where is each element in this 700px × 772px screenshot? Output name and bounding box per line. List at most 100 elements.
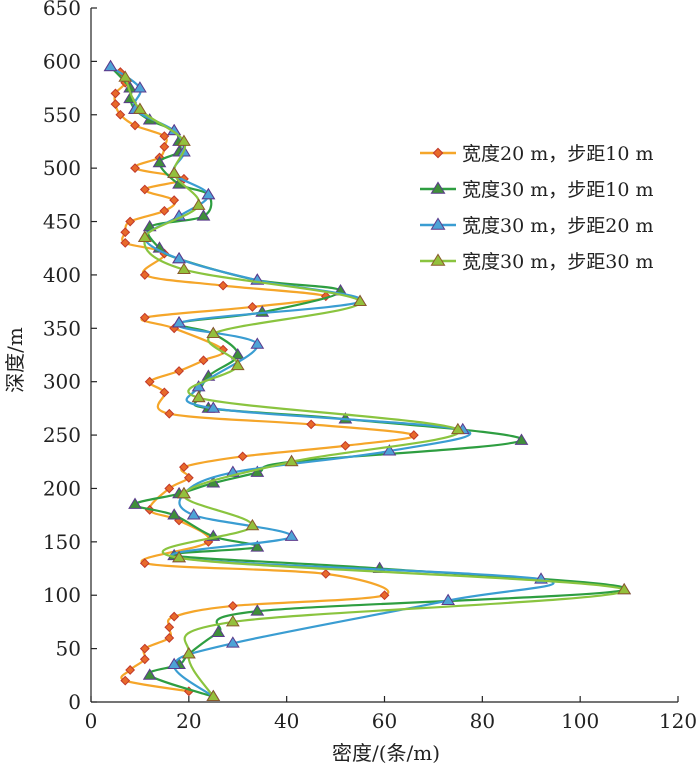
x-tick-label: 120 xyxy=(659,709,697,733)
axes: 0 50 100 150 200 250 300 350 400 450 500 550 600 650 0… xyxy=(43,0,697,733)
data-point xyxy=(139,654,150,665)
data-point xyxy=(139,558,150,569)
data-point xyxy=(206,326,221,339)
data-point xyxy=(218,280,228,291)
data-point xyxy=(306,419,317,430)
data-point xyxy=(164,408,175,419)
data-point xyxy=(144,376,155,387)
data-point xyxy=(172,251,186,264)
y-tick-label: 650 xyxy=(43,0,81,20)
data-point xyxy=(408,430,419,440)
data-point xyxy=(167,508,182,520)
data-point xyxy=(110,88,121,99)
data-point xyxy=(139,312,150,323)
legend-label: 宽度20 m，步距10 m xyxy=(462,143,653,165)
legend-marker xyxy=(430,181,446,194)
legend-item-1: 宽度20 m，步距10 m xyxy=(420,143,653,165)
data-point xyxy=(172,316,186,328)
data-point xyxy=(159,205,170,216)
data-point xyxy=(191,198,206,210)
data-point xyxy=(174,366,184,376)
y-tick-label: 450 xyxy=(43,210,81,234)
legend-item-2: 宽度30 m，步距10 m xyxy=(420,179,653,201)
y-tick-label: 50 xyxy=(56,637,81,661)
data-point xyxy=(186,508,201,520)
series-line xyxy=(109,65,555,698)
data-point xyxy=(159,131,170,142)
data-point xyxy=(206,401,221,413)
data-point xyxy=(142,668,157,680)
data-point xyxy=(159,141,170,152)
data-point xyxy=(191,390,206,403)
data-point xyxy=(137,230,152,242)
data-point xyxy=(120,237,131,248)
data-point xyxy=(514,433,529,445)
data-point xyxy=(177,262,191,274)
data-point xyxy=(120,227,131,238)
x-tick-label: 100 xyxy=(561,709,599,733)
data-point xyxy=(284,454,299,467)
data-point xyxy=(225,636,240,648)
x-tick-label: 80 xyxy=(470,709,495,733)
y-tick-label: 100 xyxy=(43,583,81,607)
data-point xyxy=(245,518,260,531)
legend: 宽度20 m，步距10 m 宽度30 m，步距10 m 宽度30 m，步距20 m 宽… xyxy=(420,143,653,273)
legend-marker xyxy=(432,147,444,159)
data-point xyxy=(382,444,397,456)
x-tick-label: 60 xyxy=(372,709,397,733)
data-point xyxy=(115,109,126,120)
data-point xyxy=(250,337,265,349)
y-tick-label: 200 xyxy=(43,476,81,500)
x-tick-label: 40 xyxy=(274,709,299,733)
data-point xyxy=(211,625,226,637)
data-point xyxy=(133,102,147,114)
legend-marker xyxy=(430,253,446,266)
data-point xyxy=(177,486,191,499)
y-tick-label: 300 xyxy=(43,370,81,394)
x-tick-label: 0 xyxy=(85,709,98,733)
data-point xyxy=(441,593,455,605)
y-tick-label: 250 xyxy=(43,423,81,447)
data-point xyxy=(164,633,175,643)
data-point xyxy=(379,590,390,601)
legend-label: 宽度30 m，步距20 m xyxy=(462,215,653,237)
data-point xyxy=(169,195,180,206)
data-point xyxy=(179,462,189,473)
data-point xyxy=(128,497,142,509)
data-point xyxy=(206,689,221,702)
data-point xyxy=(139,184,150,195)
data-point xyxy=(139,270,150,280)
data-point xyxy=(230,358,245,371)
x-tick-label: 20 xyxy=(176,709,201,733)
data-point xyxy=(172,550,186,563)
data-point xyxy=(159,387,170,398)
data-point xyxy=(164,483,175,494)
legend-item-3: 宽度30 m，步距20 m xyxy=(420,215,653,237)
legend-marker xyxy=(430,217,446,230)
data-point xyxy=(196,209,211,221)
y-axis-label: 深度/m xyxy=(3,327,27,393)
y-tick-label: 500 xyxy=(43,156,81,180)
data-point xyxy=(247,302,258,312)
data-point xyxy=(169,611,180,622)
data-point xyxy=(125,216,136,227)
data-point xyxy=(130,120,140,131)
y-tick-label: 0 xyxy=(68,690,81,714)
data-point xyxy=(320,568,331,579)
legend-label: 宽度30 m，步距30 m xyxy=(462,251,653,273)
series-4 xyxy=(118,70,632,702)
data-point xyxy=(118,70,133,82)
data-point xyxy=(227,601,238,611)
data-point xyxy=(125,665,136,675)
data-point xyxy=(167,166,182,178)
data-point xyxy=(353,294,367,307)
y-tick-label: 400 xyxy=(43,263,81,287)
data-point xyxy=(167,657,182,670)
x-axis-label: 密度/(条/m) xyxy=(332,741,440,765)
data-point xyxy=(617,582,632,595)
data-point xyxy=(237,451,248,462)
data-point xyxy=(177,134,191,146)
legend-item-4: 宽度30 m，步距30 m xyxy=(420,251,653,273)
data-point xyxy=(139,643,150,654)
